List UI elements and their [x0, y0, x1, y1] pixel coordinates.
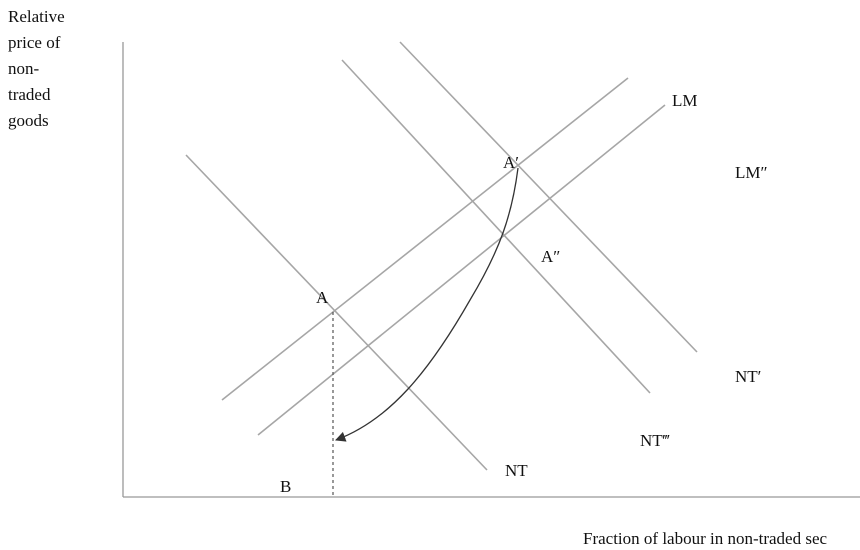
- curve-label: NT: [505, 461, 528, 480]
- y-axis-label: Relative price of non- traded goods: [8, 7, 65, 130]
- point-label: A: [316, 288, 329, 307]
- curve-label: NT′: [735, 367, 761, 386]
- y-axis-label-line: non-: [8, 59, 40, 78]
- curve-label: LM″: [735, 163, 768, 182]
- x-axis-label: Fraction of labour in non-traded sec: [583, 529, 828, 548]
- nt-shift-line: [341, 59, 651, 394]
- point-label: B: [280, 477, 291, 496]
- y-axis-label-line: Relative: [8, 7, 65, 26]
- curve-label: LM: [672, 91, 698, 110]
- point-label: A″: [541, 247, 560, 266]
- y-axis-label-line: traded: [8, 85, 51, 104]
- point-label: A′: [503, 153, 519, 172]
- adjustment-path: [335, 167, 519, 442]
- lm-line: [221, 77, 629, 401]
- lm-double-line: [257, 104, 666, 436]
- curve-label: NT‴: [640, 431, 670, 450]
- y-axis-label-line: price of: [8, 33, 61, 52]
- y-axis-label-line: goods: [8, 111, 49, 130]
- nt-prime-line: [399, 41, 698, 353]
- nt-line: [185, 154, 488, 471]
